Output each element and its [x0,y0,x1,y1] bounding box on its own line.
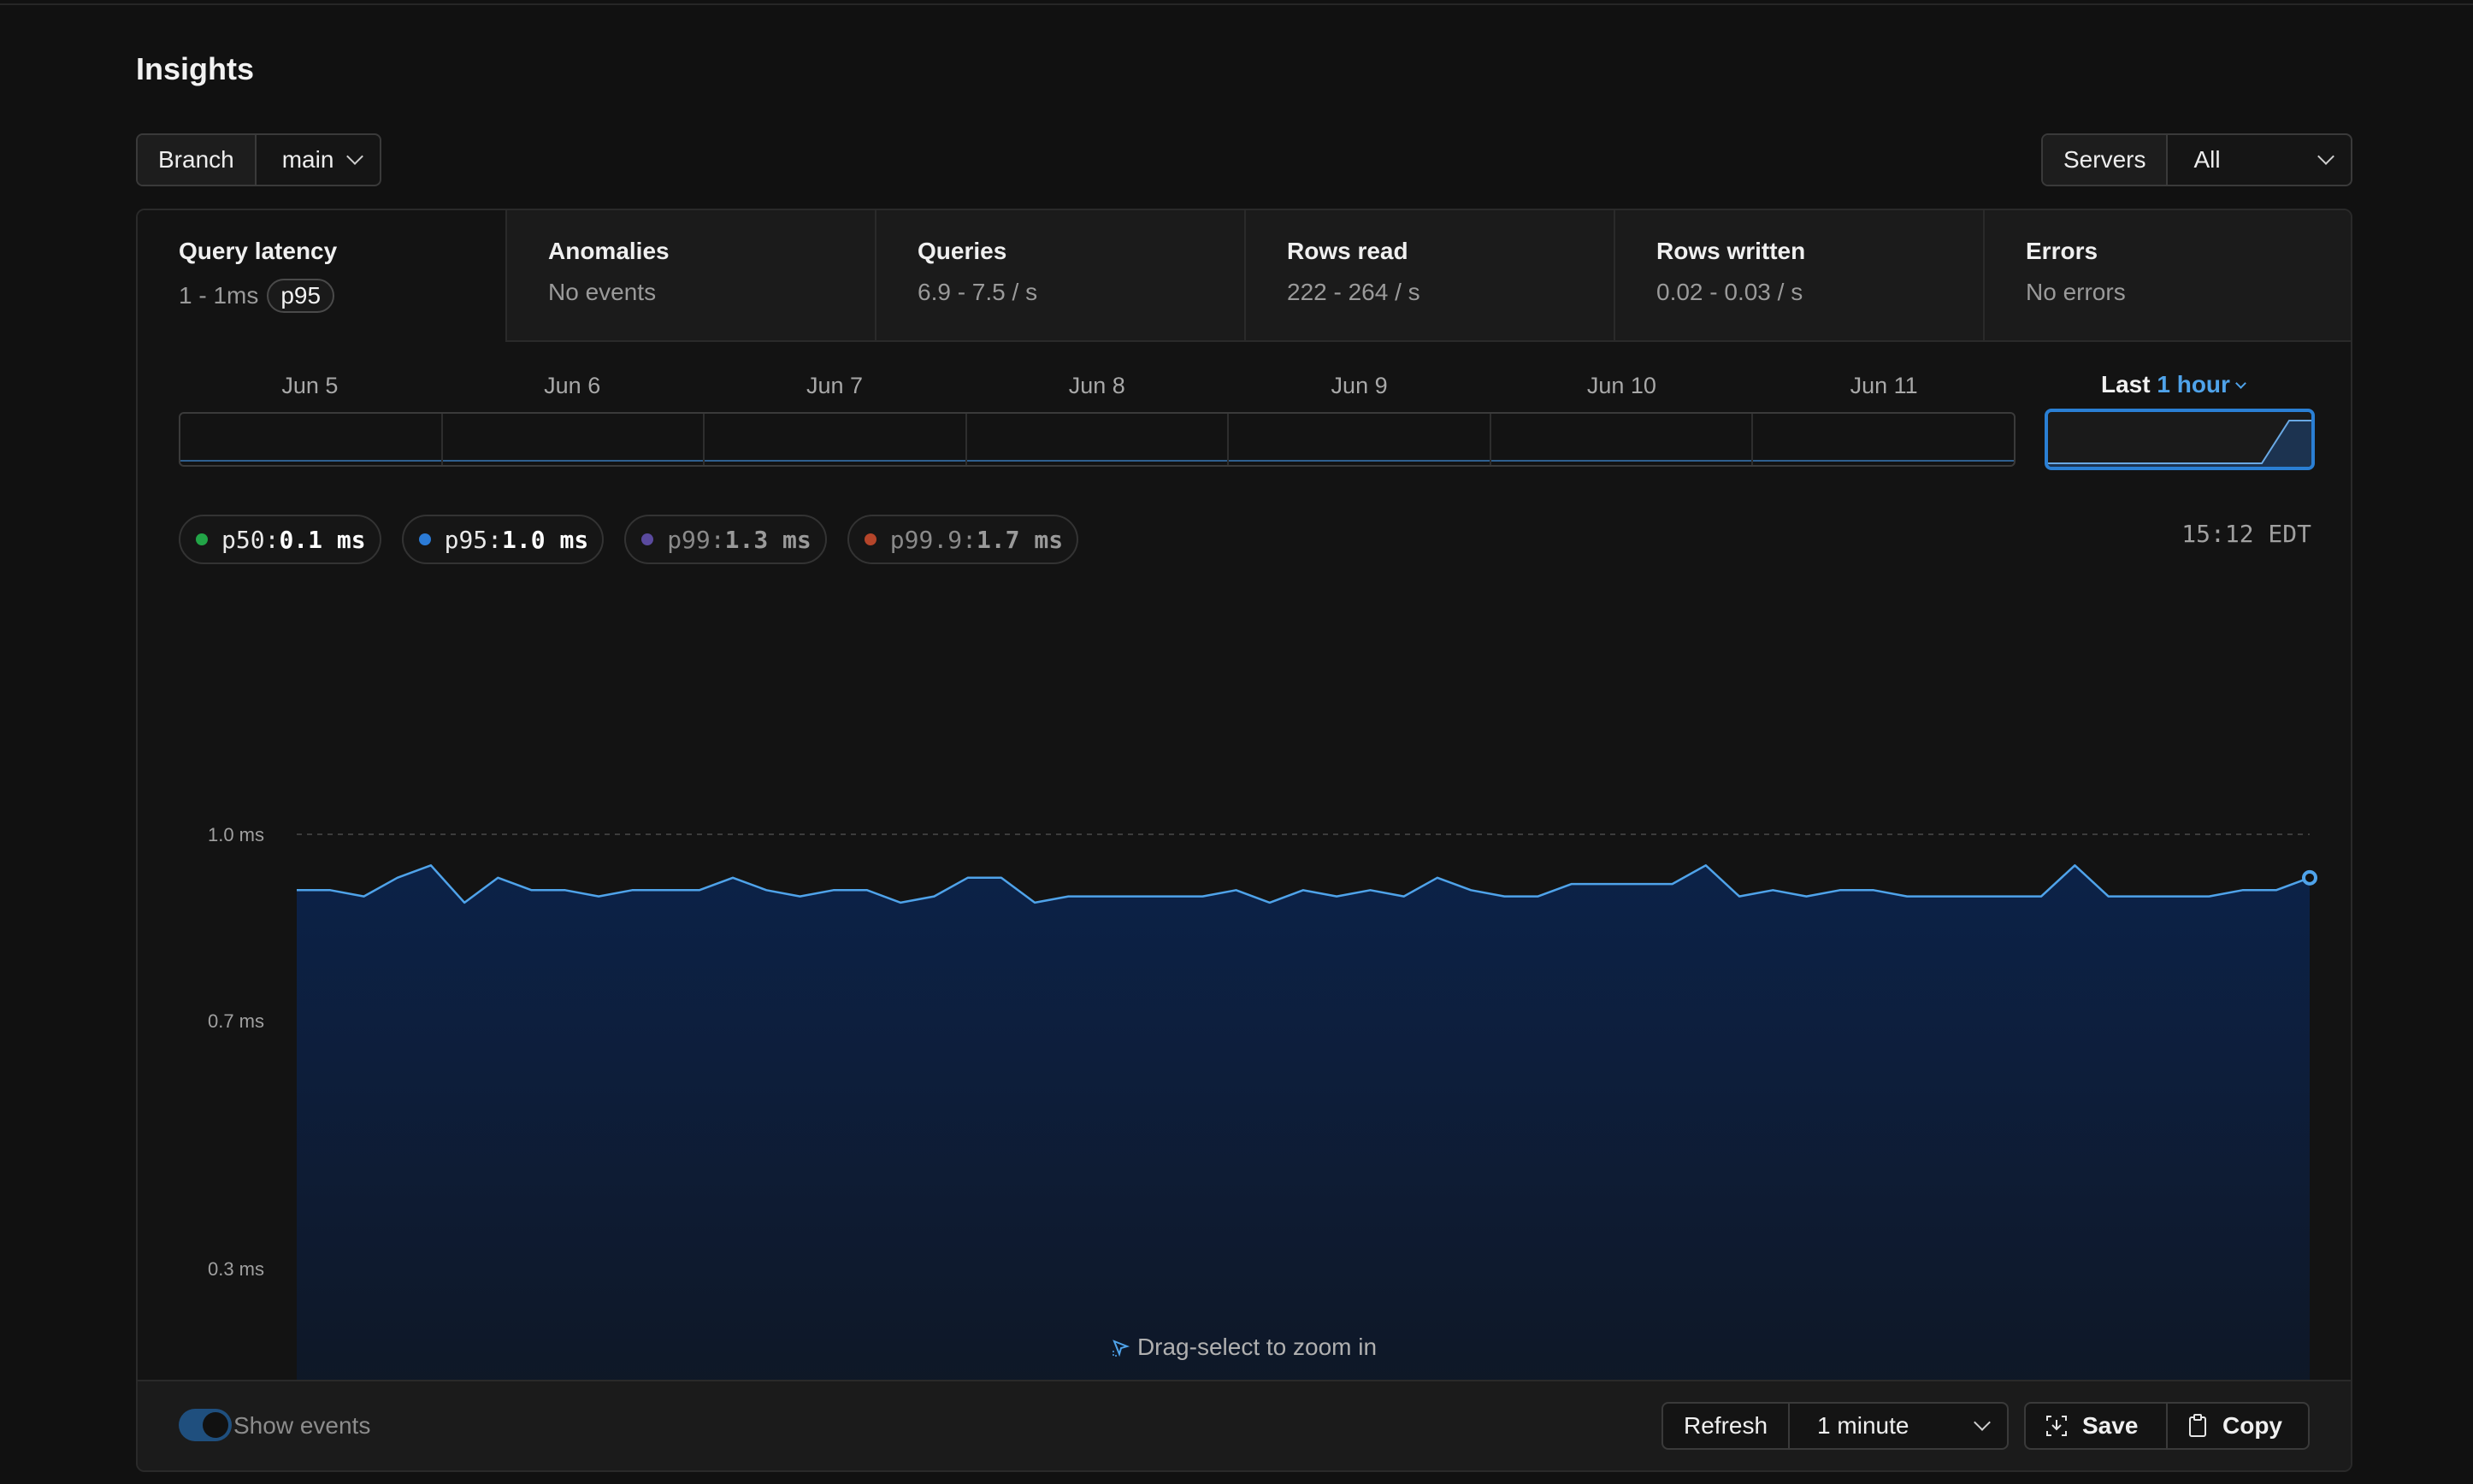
day-cell[interactable] [1229,414,1491,465]
day-label: Jun 7 [806,373,864,398]
day-label: Jun 9 [1331,373,1388,398]
legend-p99[interactable]: p99:1.3 ms [624,515,827,564]
chevron-down-icon [2235,378,2246,389]
timezone-label: 15:12 EDT [2181,520,2311,548]
page-title: Insights [136,51,255,86]
series-dot [418,533,431,545]
day-cell[interactable] [180,414,443,465]
refresh-control: Refresh 1 minute [1661,1402,2009,1450]
day-label: Jun 10 [1586,373,1656,398]
servers-dropdown[interactable]: All [2168,135,2351,185]
series-value: 1.0 ms [502,525,589,554]
show-events-toggle[interactable] [179,1409,232,1441]
chevron-down-icon [2317,148,2334,165]
legend-p50[interactable]: p50:0.1 ms [179,515,381,564]
export-controls: Save Copy [2024,1402,2310,1450]
chevron-down-icon [1974,1414,1991,1431]
timeline-days: Jun 5 Jun 6 Jun 7 Jun 8 Jun 9 Jun 10 Jun… [179,373,2016,399]
series-area-p95 [297,865,2310,1455]
legend-p95[interactable]: p95:1.0 ms [401,515,605,564]
servers-selector[interactable]: Servers All [2041,133,2352,186]
series-value: 0.1 ms [279,525,366,554]
range-prefix: Last [2101,371,2151,398]
top-divider [0,3,2473,5]
download-icon [2046,1416,2067,1436]
timeline-strip[interactable] [179,412,2016,467]
series-key: p95 [444,525,488,554]
tab-subtitle: 222 - 264 / s [1287,279,1420,305]
tab-subtitle: 6.9 - 7.5 / s [918,279,1038,305]
day-cell[interactable] [1753,414,2014,465]
refresh-interval-dropdown[interactable]: 1 minute [1790,1404,2007,1448]
day-label: Jun 11 [1850,373,1918,398]
day-label: Jun 5 [281,373,339,398]
show-events-label: Show events [233,1412,371,1439]
tab-subtitle: No events [548,279,657,305]
day-cell[interactable] [705,414,967,465]
zoom-hint: Drag-select to zoom in [138,1334,2351,1361]
series-line-p95[interactable] [297,864,2311,904]
insights-panel: Query latency 1 - 1ms p95 Anomalies No ev… [136,209,2352,1472]
zoom-hint-text: Drag-select to zoom in [1136,1334,1378,1360]
chevron-down-icon [346,148,364,165]
tab-rows-written[interactable]: Rows written 0.02 - 0.03 / s [1615,210,1985,342]
legend-p99-9[interactable]: p99.9:1.7 ms [847,515,1079,564]
branch-selector[interactable]: Branch main [136,133,382,186]
refresh-button[interactable]: Refresh [1663,1404,1791,1448]
series-dot [196,533,208,545]
copy-label: Copy [2222,1412,2282,1439]
tab-title: Anomalies [548,238,670,264]
tab-rows-read[interactable]: Rows read 222 - 264 / s [1246,210,1615,342]
series-key: p99 [667,525,711,554]
save-label: Save [2082,1412,2139,1439]
range-value: 1 hour [2157,371,2230,398]
day-label: Jun 8 [1068,373,1125,398]
series-key: p50 [221,525,265,554]
day-cell[interactable] [966,414,1230,465]
range-preview[interactable] [2045,409,2315,470]
toggle-knob [203,1412,228,1438]
y-tick-label: 0.7 ms [208,1010,264,1032]
tab-subtitle: 0.02 - 0.03 / s [1656,279,1803,305]
y-tick-label: 1.0 ms [208,824,264,845]
tab-subtitle: 1 - 1ms [179,282,259,309]
day-label: Jun 6 [544,373,601,398]
branch-label: Branch [138,135,257,185]
tab-query-latency[interactable]: Query latency 1 - 1ms p95 [138,210,507,342]
y-tick-label: 0.3 ms [208,1258,264,1280]
servers-value: All [2193,146,2221,173]
series-legend: p50:0.1 ms p95:1.0 ms p99:1.3 ms p99.9:1… [179,515,1079,564]
chart-footer: Show events Refresh 1 minute Save [138,1380,2351,1470]
branch-value: main [281,146,334,173]
branch-dropdown[interactable]: main [257,135,381,185]
day-cell[interactable] [442,414,705,465]
tab-title: Queries [918,238,1007,264]
metric-tabs: Query latency 1 - 1ms p95 Anomalies No ev… [138,210,2351,342]
tab-title: Query latency [179,238,338,264]
clipboard-icon [2189,1414,2206,1437]
day-cell[interactable] [1490,414,1754,465]
series-endpoint-p95 [2302,869,2317,886]
copy-button[interactable]: Copy [2168,1404,2308,1448]
tab-anomalies[interactable]: Anomalies No events [507,210,876,342]
percentile-badge[interactable]: p95 [267,279,335,313]
tab-title: Rows written [1656,238,1806,264]
tab-errors[interactable]: Errors No errors [1985,210,2351,342]
tab-title: Rows read [1287,238,1408,264]
series-value: 1.7 ms [976,525,1064,554]
tab-title: Errors [2026,238,2098,264]
range-selector[interactable]: Last 1 hour [2101,371,2246,398]
save-button[interactable]: Save [2026,1404,2168,1448]
tab-subtitle: No errors [2026,279,2126,305]
series-dot [641,533,654,545]
servers-label: Servers [2043,135,2169,185]
series-key: p99.9 [889,525,963,554]
series-value: 1.3 ms [724,525,812,554]
refresh-interval-value: 1 minute [1817,1412,1909,1439]
tab-queries[interactable]: Queries 6.9 - 7.5 / s [876,210,1246,342]
series-dot [864,533,876,545]
cursor-select-icon [1113,1340,1130,1357]
range-preview-sparkline [2048,420,2311,467]
